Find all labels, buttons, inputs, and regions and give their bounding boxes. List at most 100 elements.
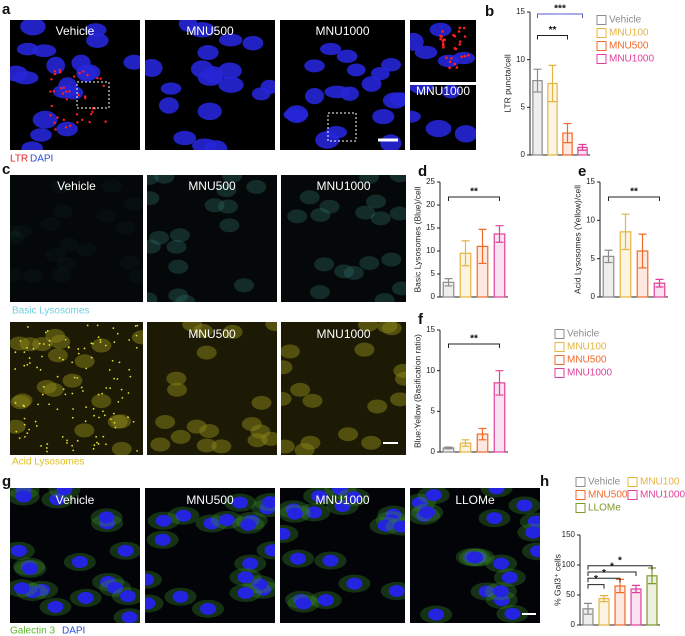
nucleus	[466, 551, 483, 564]
micrograph-content	[147, 175, 267, 302]
puncta	[467, 53, 470, 57]
cell	[390, 392, 406, 407]
error-bar	[533, 68, 542, 93]
significance-label: *	[610, 562, 614, 573]
panel-letter: b	[485, 3, 494, 20]
nucleus	[346, 577, 363, 590]
nucleus	[107, 581, 124, 594]
cell	[10, 267, 23, 282]
error-bar	[495, 225, 504, 243]
nucleus	[414, 45, 438, 60]
puncta	[71, 444, 74, 447]
cell	[300, 435, 321, 450]
micrograph-content	[145, 20, 275, 150]
nucleus	[173, 130, 197, 146]
puncta	[23, 364, 26, 367]
cell	[281, 360, 293, 375]
puncta	[111, 359, 114, 362]
y-axis-label: Acid Lysosomes (Yellow)/cell	[572, 185, 582, 294]
y-tick-label: 0	[571, 620, 576, 629]
nucleus	[251, 87, 271, 101]
puncta	[135, 346, 138, 349]
y-tick-label: 10	[426, 246, 435, 255]
micrograph-content	[10, 328, 143, 455]
cell	[234, 278, 255, 293]
y-tick-label: 50	[566, 590, 575, 599]
nucleus	[155, 514, 172, 527]
nucleus	[175, 509, 192, 522]
nucleus	[410, 110, 421, 123]
puncta	[77, 352, 80, 355]
puncta	[90, 356, 93, 359]
nucleus	[178, 20, 198, 32]
puncta	[41, 393, 44, 396]
panel-letter: c	[2, 161, 10, 178]
puncta	[109, 387, 112, 390]
puncta	[85, 406, 88, 409]
puncta	[37, 403, 39, 406]
nucleus	[203, 517, 220, 530]
cell	[338, 427, 359, 442]
y-tick-label: 25	[426, 177, 435, 186]
puncta	[82, 70, 85, 73]
y-tick-label: 5	[431, 269, 436, 278]
nucleus	[22, 562, 39, 575]
puncta	[66, 441, 68, 444]
puncta	[58, 71, 62, 74]
nucleus	[123, 54, 140, 70]
cell	[309, 285, 330, 300]
error-bar	[600, 595, 608, 603]
cell	[50, 179, 71, 194]
cell	[43, 382, 64, 397]
nucleus	[237, 571, 254, 584]
puncta	[48, 403, 50, 406]
error-bar	[621, 213, 630, 251]
puncta	[101, 392, 104, 395]
cell	[155, 414, 176, 429]
puncta	[109, 418, 112, 421]
nucleus	[200, 602, 217, 615]
cell	[216, 183, 237, 198]
nucleus	[119, 590, 136, 603]
nucleus	[425, 489, 442, 502]
cell	[355, 205, 376, 220]
nucleus	[437, 54, 460, 68]
puncta	[452, 33, 455, 37]
nucleus	[410, 85, 434, 95]
nucleus	[13, 582, 30, 595]
puncta	[460, 55, 464, 59]
puncta	[35, 425, 38, 427]
puncta	[441, 42, 445, 45]
puncta	[445, 56, 448, 60]
cell	[361, 435, 382, 450]
puncta	[58, 356, 61, 359]
error-bar	[495, 370, 504, 396]
puncta	[448, 60, 452, 64]
cell	[40, 217, 61, 232]
puncta	[102, 410, 104, 413]
nucleus	[478, 585, 495, 598]
nucleus	[172, 590, 189, 603]
puncta	[105, 443, 107, 446]
cell	[57, 257, 78, 272]
puncta	[457, 30, 461, 33]
cell	[302, 393, 323, 408]
nucleus	[361, 76, 382, 92]
significance-label: *	[602, 568, 606, 579]
cell	[10, 419, 26, 434]
puncta	[128, 368, 131, 371]
nucleus	[262, 496, 275, 509]
nucleus	[411, 496, 428, 509]
nucleus	[20, 20, 46, 36]
roi-box	[76, 81, 110, 109]
image-label: MNU500	[186, 24, 234, 38]
cell	[149, 230, 170, 245]
y-tick-label: 150	[562, 530, 576, 539]
cell	[115, 220, 136, 235]
significance-label: **	[630, 187, 638, 198]
caption: Basic Lysosomes	[12, 306, 89, 317]
puncta	[99, 338, 102, 341]
nucleus	[516, 499, 533, 512]
nucleus	[158, 97, 179, 114]
y-tick-label: 15	[586, 177, 595, 186]
